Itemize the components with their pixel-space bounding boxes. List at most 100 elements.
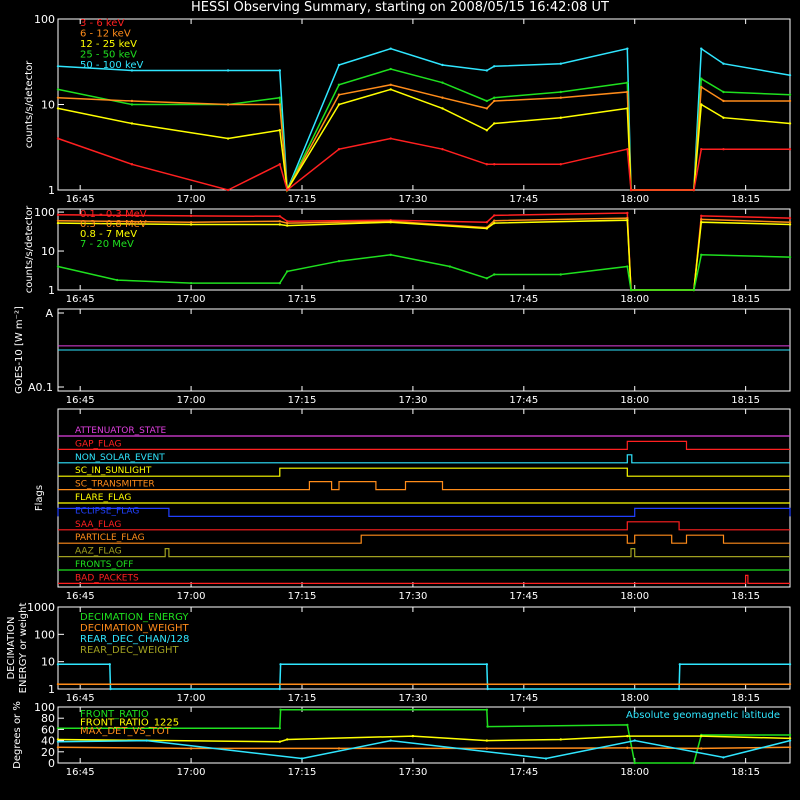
y-tick-label: 100 bbox=[34, 13, 55, 26]
data-point bbox=[788, 99, 792, 103]
time-tick-label: 17:00 bbox=[177, 395, 206, 406]
data-point bbox=[145, 739, 148, 742]
time-tick-label: 17:45 bbox=[509, 395, 538, 406]
data-point bbox=[485, 747, 489, 750]
legend-entry: 3 - 6 keV bbox=[80, 18, 124, 29]
flag-line-sc-in-sunlight bbox=[58, 467, 790, 477]
data-point bbox=[788, 93, 792, 96]
data-point bbox=[109, 687, 112, 691]
data-point bbox=[626, 723, 629, 727]
data-point bbox=[337, 148, 341, 151]
flag-label: SC_TRANSMITTER bbox=[75, 480, 155, 490]
data-point bbox=[226, 69, 230, 72]
data-point bbox=[788, 663, 792, 666]
time-tick-label: 17:00 bbox=[177, 294, 206, 305]
time-tick-label: 17:00 bbox=[177, 194, 206, 205]
panel-frame-3 bbox=[57, 408, 791, 588]
data-point bbox=[678, 663, 682, 666]
y-tick-label: A bbox=[45, 307, 53, 320]
data-point bbox=[337, 747, 341, 750]
data-point bbox=[788, 223, 792, 226]
flag-label: GAP_FLAG bbox=[75, 439, 121, 449]
flag-line-particle-flag bbox=[58, 534, 790, 544]
y-tick-label: 100 bbox=[34, 701, 55, 714]
y-tick-label: 100 bbox=[34, 206, 55, 219]
time-tick-label: 18:00 bbox=[620, 693, 649, 704]
data-point bbox=[278, 727, 282, 730]
y-tick-label: 1 bbox=[48, 184, 55, 197]
data-point bbox=[130, 103, 134, 106]
data-point bbox=[677, 687, 681, 691]
data-point bbox=[485, 277, 489, 280]
data-point bbox=[286, 221, 289, 225]
data-point bbox=[441, 107, 444, 110]
data-point bbox=[485, 99, 489, 103]
time-tick-label: 17:15 bbox=[288, 591, 317, 602]
y-tick-label: 1000 bbox=[27, 601, 55, 614]
data-point bbox=[788, 148, 792, 151]
data-point bbox=[700, 148, 703, 151]
data-point bbox=[788, 122, 792, 125]
flag-label: NON_SOLAR_EVENT bbox=[75, 453, 165, 463]
time-tick-label: 16:45 bbox=[66, 395, 95, 406]
data-point bbox=[493, 163, 496, 166]
data-point bbox=[189, 220, 193, 224]
y-tick-label: 40 bbox=[41, 735, 55, 748]
data-point bbox=[286, 224, 289, 227]
legend-entry: REAR_DEC_CHAN/128 bbox=[80, 634, 189, 645]
data-point bbox=[788, 74, 792, 77]
panel-frame-1 bbox=[57, 208, 791, 291]
series-line-1-0-8-7-mev bbox=[57, 219, 791, 291]
data-point bbox=[278, 103, 282, 106]
time-tick-label: 17:15 bbox=[288, 194, 317, 205]
data-point bbox=[108, 663, 111, 666]
data-point bbox=[337, 63, 341, 67]
data-point bbox=[626, 265, 629, 268]
y-axis-label: ENERGY or weight bbox=[18, 603, 29, 694]
time-tick-label: 17:45 bbox=[509, 591, 538, 602]
time-tick-label: 17:45 bbox=[509, 194, 538, 205]
y-tick-label: 100 bbox=[34, 628, 55, 641]
data-point bbox=[559, 273, 562, 276]
time-tick-label: 17:00 bbox=[177, 591, 206, 602]
data-point bbox=[389, 47, 392, 50]
legend-entry: 25 - 50 keV bbox=[80, 50, 137, 61]
data-point bbox=[486, 687, 489, 691]
data-point bbox=[559, 163, 562, 166]
data-point bbox=[692, 188, 696, 192]
time-tick-label: 16:45 bbox=[66, 767, 95, 778]
series-line-1-0-3-0-8-mev bbox=[57, 217, 791, 291]
data-point bbox=[389, 67, 392, 71]
y-tick-label: 10 bbox=[41, 656, 55, 669]
data-point bbox=[788, 746, 792, 749]
series-line-0-3-6-kev bbox=[57, 137, 790, 192]
data-point bbox=[700, 85, 703, 89]
flag-line-gap-flag bbox=[58, 440, 790, 450]
data-point bbox=[700, 253, 703, 257]
data-point bbox=[115, 278, 119, 282]
data-point bbox=[441, 63, 444, 67]
data-point bbox=[700, 103, 703, 106]
time-tick-label: 18:00 bbox=[620, 591, 649, 602]
time-tick-label: 18:00 bbox=[620, 194, 649, 205]
data-point bbox=[56, 682, 60, 686]
data-point bbox=[56, 740, 60, 743]
time-tick-label: 16:45 bbox=[66, 591, 95, 602]
data-point bbox=[485, 163, 489, 166]
y-tick-label: 20 bbox=[41, 746, 55, 759]
data-point bbox=[722, 90, 725, 94]
data-point bbox=[722, 148, 725, 151]
data-point bbox=[559, 96, 562, 99]
time-tick-label: 17:30 bbox=[398, 591, 427, 602]
flag-line-aaz-flag bbox=[58, 548, 790, 558]
y-tick-label: 0 bbox=[48, 757, 55, 770]
legend-entry: FRONT_RATIO_1225 bbox=[80, 718, 179, 729]
data-point bbox=[626, 107, 629, 110]
flag-line-sc-transmitter bbox=[58, 481, 790, 491]
annotation-geomagnetic: Absolute geomagnetic latitude bbox=[626, 710, 780, 721]
flag-label: PARTICLE_FLAG bbox=[75, 533, 145, 543]
page-title: HESSI Observing Summary, starting on 200… bbox=[191, 0, 609, 15]
data-point bbox=[485, 708, 489, 711]
time-tick-label: 17:30 bbox=[398, 194, 427, 205]
data-point bbox=[559, 90, 562, 94]
